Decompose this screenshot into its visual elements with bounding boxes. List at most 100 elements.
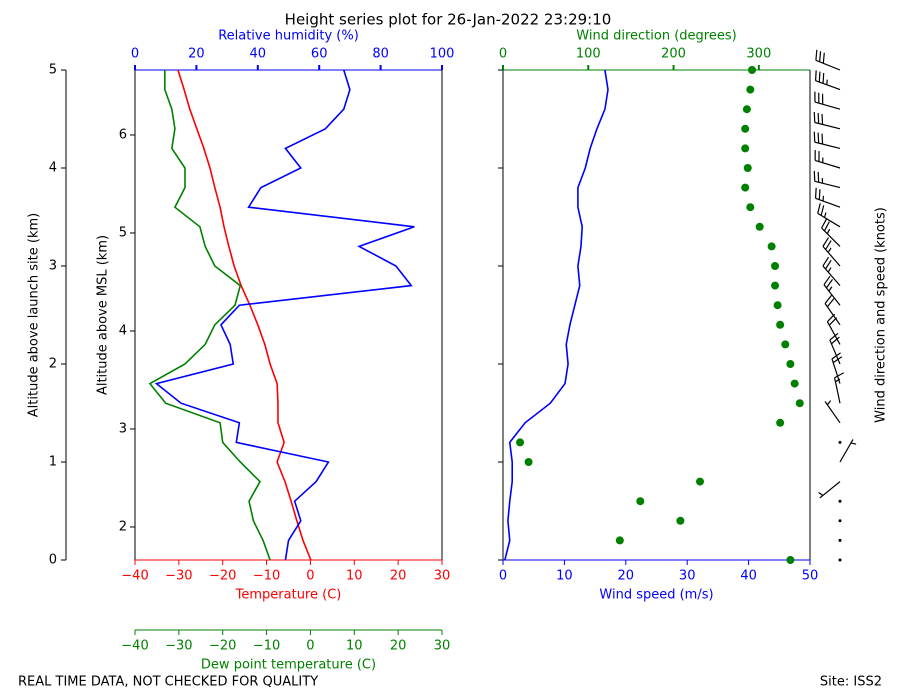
wind-barb	[814, 91, 841, 110]
direction-dot	[676, 516, 685, 525]
profile-line	[504, 69, 609, 561]
wind-barb	[826, 313, 841, 345]
barb-part	[828, 286, 833, 292]
x-tick-label: 0	[306, 639, 314, 654]
x-tick-label: −20	[209, 569, 236, 584]
wind-barb	[834, 372, 845, 404]
title: Height series plot for 26-Jan-2022 23:29…	[285, 11, 612, 29]
y-tick-label: 3	[49, 259, 57, 274]
direction-dot	[741, 144, 750, 153]
x-tick-label: 40	[250, 47, 267, 62]
direction-dot	[748, 66, 757, 74]
wind-barb	[838, 440, 842, 444]
direction-dot	[524, 458, 533, 466]
x-tick-label: −20	[209, 639, 236, 654]
barb-part	[823, 284, 841, 306]
barb-part	[826, 321, 841, 345]
barb-part	[834, 377, 841, 404]
direction-dot	[781, 340, 790, 349]
x-tick-label: 20	[390, 569, 407, 584]
barb-part	[815, 80, 841, 91]
x-tick-label: −10	[253, 639, 280, 654]
x-tick-label: 30	[434, 639, 451, 654]
y-tick-label: 0	[49, 553, 57, 568]
wind-barb	[838, 519, 842, 523]
x-tick-label: 200	[661, 47, 686, 62]
x-axis-label: Dew point temperature (C)	[201, 658, 376, 673]
barb-part	[829, 339, 841, 365]
x-tick-label: −40	[121, 569, 148, 584]
wind-barb	[813, 170, 841, 189]
wind-barb	[813, 131, 841, 149]
profile-line	[177, 69, 312, 561]
x-axis-label: Wind speed (m/s)	[599, 588, 713, 603]
x-tick-label: 0	[499, 569, 507, 584]
barb-part	[827, 247, 832, 253]
barb-part	[820, 205, 825, 216]
wind-barb	[838, 538, 842, 542]
x-tick-label: 80	[372, 47, 389, 62]
barb-axis-label: Wind direction and speed (knots)	[874, 207, 889, 423]
direction-dot	[746, 203, 755, 212]
barb-part	[818, 492, 824, 496]
barb-part	[825, 240, 832, 250]
x-tick-label: 20	[188, 47, 205, 62]
direction-dot	[615, 536, 624, 545]
wind-barb	[839, 439, 857, 463]
x-tick-label: 0	[499, 47, 507, 62]
barb-part	[815, 49, 818, 61]
x-tick-label: 50	[802, 569, 819, 584]
x-tick-label: −40	[121, 639, 148, 654]
barb-part	[822, 265, 841, 286]
y2-tick-label: 6	[119, 127, 127, 142]
y2-axis-label: Altitude above MSL (km)	[96, 235, 111, 395]
barb-part	[831, 358, 841, 384]
barb-part	[825, 259, 832, 270]
x-tick-label: 20	[390, 639, 407, 654]
wind-barb	[814, 187, 841, 208]
direction-dot	[795, 399, 804, 408]
wind-barb	[814, 70, 841, 91]
barb-part	[822, 256, 830, 267]
direction-dot	[695, 477, 704, 486]
barb-part	[818, 71, 821, 83]
wind-barb	[838, 558, 842, 562]
barb-part	[823, 221, 830, 232]
barb-part	[821, 218, 828, 229]
barb-part	[819, 51, 822, 62]
direction-dot	[741, 124, 750, 133]
barb-part	[834, 372, 845, 379]
wind-barb	[818, 481, 841, 499]
y-axis-label: Altitude above launch site (km)	[27, 213, 42, 417]
direction-dot	[776, 418, 785, 427]
barb-part	[821, 227, 841, 247]
x-tick-label: 10	[346, 639, 363, 654]
barb-part	[814, 101, 841, 110]
barb-part	[824, 401, 841, 424]
direction-dot	[767, 242, 776, 251]
x-tick-label: −30	[165, 639, 192, 654]
wind-barb	[824, 294, 841, 326]
barb-part	[838, 440, 842, 444]
profile-line	[154, 69, 415, 561]
x-tick-label: 10	[346, 569, 363, 584]
barb-part	[814, 180, 841, 189]
y-tick-label: 4	[49, 161, 57, 176]
wind-barb	[838, 499, 842, 503]
barb-part	[823, 212, 827, 218]
barb-part	[838, 538, 842, 542]
barb-part	[826, 298, 835, 308]
direction-dot	[743, 164, 752, 172]
direction-dot	[746, 85, 755, 94]
profile-line	[148, 70, 271, 561]
barb-part	[825, 278, 833, 289]
x-axis-label: Relative humidity (%)	[218, 29, 359, 44]
x-tick-label: 100	[430, 47, 455, 62]
barb-part	[822, 245, 841, 267]
wind-barb	[822, 237, 841, 267]
site-label: Site: ISS2	[820, 675, 882, 690]
direction-dot	[755, 222, 764, 231]
wind-barb	[829, 332, 841, 365]
x-tick-label: 300	[746, 47, 771, 62]
